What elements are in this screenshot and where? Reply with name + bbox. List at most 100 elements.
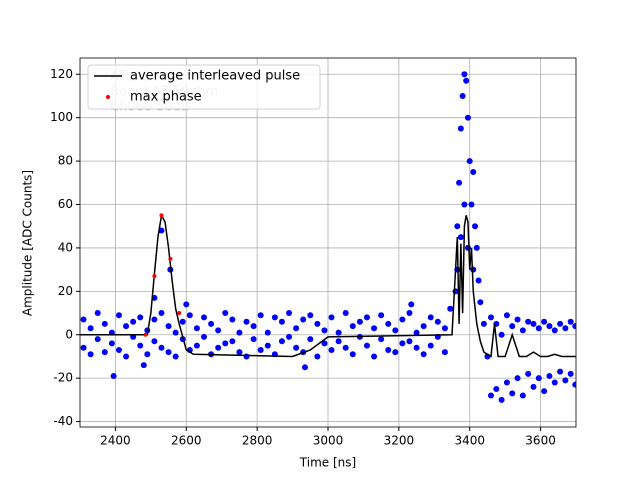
point	[165, 349, 172, 356]
point	[562, 325, 569, 332]
point	[498, 396, 505, 403]
point	[271, 314, 278, 321]
point	[349, 351, 356, 358]
point	[236, 329, 243, 336]
point	[80, 344, 87, 351]
legend-label: average interleaved pulse	[130, 69, 300, 84]
point	[94, 336, 101, 343]
point	[137, 342, 144, 349]
point	[457, 234, 464, 241]
x-tick-label: 2600	[171, 434, 202, 448]
point	[278, 318, 285, 325]
point	[546, 323, 553, 330]
point	[158, 344, 165, 351]
point	[464, 114, 471, 121]
point	[567, 370, 574, 377]
x-tick-label: 3200	[384, 434, 415, 448]
point	[201, 314, 207, 321]
x-tick-label: 2800	[242, 434, 273, 448]
point	[480, 320, 487, 327]
legend-label: max phase	[130, 90, 202, 105]
point	[514, 316, 521, 323]
point	[427, 314, 434, 321]
point	[168, 256, 173, 261]
point	[441, 349, 448, 356]
point	[286, 310, 293, 317]
point	[572, 323, 576, 330]
x-tick-label: 3400	[454, 434, 485, 448]
point	[87, 351, 94, 358]
point	[457, 125, 464, 132]
point	[257, 312, 264, 319]
point	[250, 323, 257, 330]
point	[215, 327, 222, 334]
point	[183, 301, 190, 308]
point	[470, 266, 477, 273]
legend-marker	[106, 95, 110, 99]
point	[541, 388, 548, 395]
point	[468, 201, 475, 208]
point	[447, 305, 454, 312]
point	[159, 213, 164, 218]
point	[293, 325, 300, 332]
point	[503, 312, 510, 319]
point	[342, 344, 349, 351]
point	[514, 375, 521, 382]
point	[456, 179, 463, 186]
point	[307, 312, 314, 319]
point	[392, 349, 399, 356]
point	[385, 346, 392, 353]
y-tick-label: 80	[58, 154, 73, 168]
point	[264, 342, 271, 349]
point	[152, 274, 157, 279]
point	[420, 351, 427, 358]
point	[541, 318, 548, 325]
point	[243, 353, 250, 360]
point	[140, 362, 147, 369]
point	[463, 77, 470, 84]
point	[179, 318, 186, 325]
axes-frame	[79, 57, 577, 428]
point	[406, 310, 413, 317]
point	[201, 333, 207, 340]
point	[321, 340, 328, 347]
point	[557, 368, 564, 375]
point	[301, 364, 308, 371]
line	[80, 213, 576, 358]
point	[314, 353, 321, 360]
point	[321, 327, 328, 334]
point	[371, 325, 378, 332]
point	[250, 336, 257, 343]
point	[525, 318, 532, 325]
point	[562, 377, 569, 384]
y-tick-label: 60	[58, 197, 73, 211]
y-tick-label: -40	[53, 414, 73, 428]
y-tick-label: 20	[58, 284, 73, 298]
y-tick-label: 100	[50, 110, 73, 124]
point	[470, 168, 477, 175]
point	[461, 71, 468, 78]
point	[143, 332, 148, 337]
point	[461, 201, 468, 208]
point	[413, 329, 420, 336]
point	[151, 316, 158, 323]
point	[151, 338, 158, 345]
point	[572, 381, 576, 388]
point	[314, 320, 321, 327]
x-tick-label: 3000	[313, 434, 344, 448]
point	[123, 353, 130, 360]
point	[392, 327, 399, 334]
point	[399, 340, 406, 347]
point	[475, 277, 482, 284]
point	[229, 338, 236, 345]
point	[328, 314, 335, 321]
point	[293, 344, 300, 351]
point	[123, 323, 130, 330]
point	[498, 331, 505, 338]
point	[378, 312, 385, 319]
point	[525, 370, 532, 377]
point	[530, 383, 537, 390]
point	[441, 325, 448, 332]
point	[546, 372, 553, 379]
point	[535, 325, 542, 332]
